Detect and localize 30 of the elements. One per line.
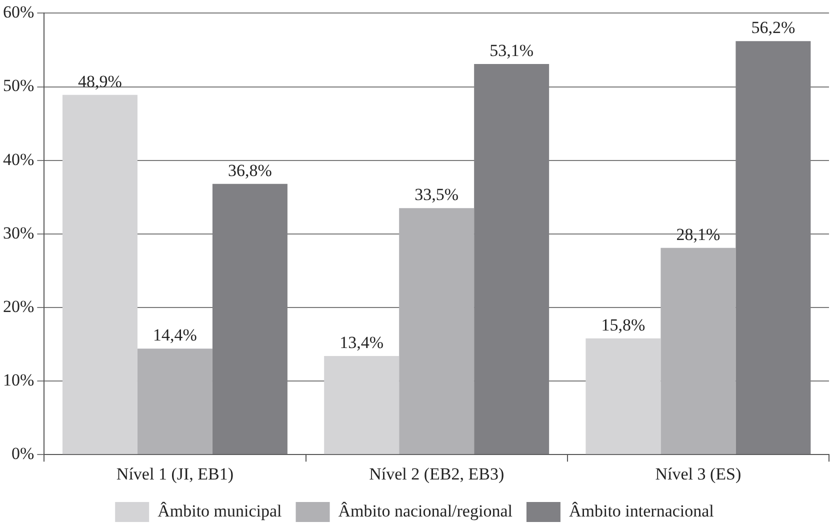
data-label: 53,1% xyxy=(490,40,534,60)
y-tick-label: 60% xyxy=(2,2,34,22)
data-label: 56,2% xyxy=(751,18,796,38)
y-tick-label: 20% xyxy=(2,296,34,316)
bar xyxy=(324,356,400,454)
bar xyxy=(137,348,212,454)
y-tick-label: 0% xyxy=(11,444,34,464)
data-label: 36,8% xyxy=(228,160,272,180)
y-tick-label: 40% xyxy=(2,150,34,169)
legend-label: Âmbito nacional/regional xyxy=(338,501,513,520)
data-label: 13,4% xyxy=(340,332,384,352)
y-tick-label: 50% xyxy=(2,76,34,96)
x-tick-label: Nível 3 (ES) xyxy=(655,464,742,484)
bar xyxy=(660,248,736,454)
bar xyxy=(212,184,288,454)
data-label: 14,4% xyxy=(153,326,197,345)
bar xyxy=(736,41,811,454)
legend-label: Âmbito municipal xyxy=(158,501,282,520)
bar xyxy=(62,94,138,454)
bar xyxy=(586,338,661,454)
x-tick-label: Nível 2 (EB2, EB3) xyxy=(369,464,504,484)
data-label: 33,5% xyxy=(414,185,459,204)
bar xyxy=(399,208,474,454)
y-tick-label: 10% xyxy=(2,370,34,390)
data-label: 15,8% xyxy=(601,315,646,334)
bar xyxy=(474,64,550,454)
data-label: 48,9% xyxy=(78,72,122,91)
legend-label: Âmbito internacional xyxy=(568,501,714,520)
y-tick-label: 30% xyxy=(2,223,34,242)
x-tick-label: Nível 1 (JI, EB1) xyxy=(116,464,234,484)
